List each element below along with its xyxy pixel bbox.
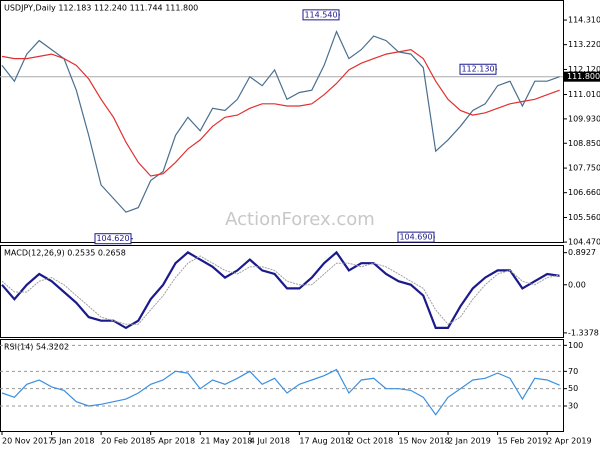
series-line xyxy=(1,255,560,325)
annotation-box xyxy=(302,9,340,21)
x-tick-label: 20 Feb 2018 xyxy=(101,437,151,446)
series-line xyxy=(1,368,560,416)
x-tick-label: 2 Jan 2019 xyxy=(448,437,491,446)
annotation-label: 104.690 xyxy=(399,233,432,242)
annotation-box xyxy=(397,231,435,243)
x-tick-label: 20 Nov 2017 xyxy=(2,437,53,446)
y-tick-label: 109.930 xyxy=(568,114,600,123)
y-tick-label: 70 xyxy=(568,367,578,376)
x-tick-label: 21 May 2018 xyxy=(200,437,252,446)
x-tick-label: 2 Oct 2018 xyxy=(349,437,393,446)
x-tick-label: 15 Feb 2019 xyxy=(498,437,548,446)
y-tick-label: 113.220 xyxy=(568,40,600,49)
x-tick-label: 4 Jul 2018 xyxy=(250,437,290,446)
y-tick-label: 106.660 xyxy=(568,188,600,197)
y-tick-label: -1.3378 xyxy=(568,328,599,337)
annotation-label: 114.540 xyxy=(304,10,337,19)
series-line xyxy=(1,30,560,213)
x-tick-label: 15 Nov 2018 xyxy=(398,437,449,446)
panel-title: RSI(14) 54.3202 xyxy=(4,343,69,352)
y-tick-label: 105.560 xyxy=(568,213,600,222)
y-tick-label: 112.120 xyxy=(568,65,600,74)
y-tick-label: 0.8927 xyxy=(568,248,596,257)
y-tick-label: 30 xyxy=(568,402,578,411)
y-tick-label: 50 xyxy=(568,384,578,393)
y-tick-label: 107.750 xyxy=(568,164,600,173)
annotation-label: 104.620 xyxy=(96,234,129,243)
x-tick-label: 5 Apr 2018 xyxy=(151,437,195,446)
panel-frame xyxy=(0,0,564,243)
current-price-box xyxy=(564,71,600,82)
y-tick-label: 111.010 xyxy=(568,90,600,99)
y-tick-label: 108.850 xyxy=(568,139,600,148)
y-tick-label: 0.00 xyxy=(568,280,586,289)
panel-frame xyxy=(0,339,564,432)
series-line xyxy=(1,48,560,177)
annotation-label: 112.130 xyxy=(461,65,494,74)
y-tick-label: 104.470 xyxy=(568,238,600,247)
panel-title: MACD(12,26,9) 0.2535 0.2658 xyxy=(4,249,126,258)
x-tick-label: 2 Apr 2019 xyxy=(547,437,591,446)
panel-frame xyxy=(0,245,564,338)
x-tick-label: 17 Aug 2018 xyxy=(299,437,350,446)
panel-title: USDJPY,Daily 112.183 112.240 111.744 111… xyxy=(4,4,198,13)
current-price-label: 111.800 xyxy=(567,72,600,81)
y-tick-label: 114.310 xyxy=(568,16,600,25)
y-tick-label: 100 xyxy=(568,341,583,350)
annotation-box xyxy=(94,233,132,245)
series-line xyxy=(1,250,560,330)
watermark: ActionForex.com xyxy=(225,209,375,230)
x-tick-label: 5 Jan 2018 xyxy=(52,437,95,446)
annotation-box xyxy=(459,63,497,75)
